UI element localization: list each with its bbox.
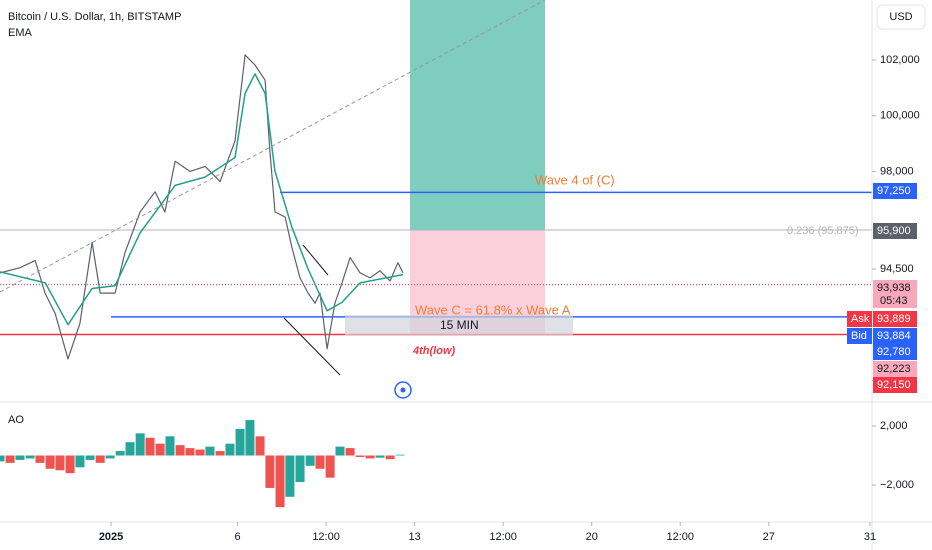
add-button-dot[interactable]	[400, 387, 406, 393]
countdown: 05:43	[880, 295, 908, 307]
ao-bar	[55, 455, 65, 471]
ao-bar	[315, 455, 325, 469]
annotation: 0.236 (95,875)	[787, 225, 859, 237]
legend-entry: EMA	[8, 27, 33, 39]
ao-title: AO	[8, 414, 24, 426]
wedge-line	[302, 244, 329, 276]
price-tag-label: 92,223	[877, 363, 911, 375]
ao-bar	[115, 451, 125, 456]
timeframe-box	[345, 315, 573, 335]
price-tag-label: 93,889	[877, 313, 911, 325]
ao-bar	[235, 428, 245, 456]
ao-bar	[275, 455, 285, 508]
annotation: 15 MIN	[440, 318, 479, 332]
price-tag	[873, 361, 917, 377]
ao-bar	[215, 451, 225, 456]
ask-label: Ask	[851, 313, 870, 325]
ao-bar	[325, 455, 335, 478]
ao-bar	[45, 455, 55, 469]
price-tag	[873, 280, 917, 308]
annotation: Wave 4 of (C)	[535, 172, 615, 187]
ao-bar	[125, 442, 135, 456]
x-tick-label: 12:00	[666, 531, 694, 543]
ao-bar	[25, 455, 35, 459]
currency-button[interactable]	[876, 4, 926, 30]
ao-bar	[65, 455, 75, 474]
x-tick-label: 27	[763, 531, 775, 543]
price-tag-label: 93,938	[877, 282, 911, 294]
price-tag-label: 95,900	[877, 225, 911, 237]
ao-bar	[375, 455, 385, 458]
ao-bar	[15, 455, 25, 460]
x-tick-label: 6	[234, 531, 240, 543]
ao-bar	[385, 455, 395, 460]
currency[interactable]: USD	[889, 11, 912, 23]
ao-bar	[395, 454, 405, 456]
ao-bar	[305, 455, 315, 466]
annotation: Wave C = 61.8% x Wave A	[415, 302, 571, 317]
ao-bar	[95, 455, 105, 463]
ao-bar	[85, 455, 95, 460]
ao-bar	[285, 455, 295, 497]
annotation: 4th(low)	[412, 345, 455, 357]
ao-bar	[75, 455, 85, 468]
x-tick-label: 13	[408, 531, 420, 543]
ao-bar	[265, 455, 275, 488]
ao-y-tick-label: 2,000	[880, 420, 908, 432]
ao-bar	[155, 443, 165, 456]
price-tag-label: 93,884	[877, 330, 911, 342]
bid-label: Bid	[851, 330, 867, 342]
price-tag-label: 92,780	[877, 346, 911, 358]
chart-title: Bitcoin / U.S. Dollar, 1h, BITSTAMP	[8, 11, 181, 23]
price-line	[0, 73, 404, 326]
price-tag	[873, 311, 917, 327]
ao-bar	[105, 455, 115, 459]
wedge-line	[283, 317, 341, 376]
x-tick-label: 12:00	[489, 531, 517, 543]
x-tick-label: 2025	[99, 531, 123, 543]
ao-bar	[135, 433, 145, 456]
ao-bar	[145, 437, 155, 456]
ao-y-tick-label: −2,000	[880, 479, 914, 491]
ao-bar	[35, 455, 45, 463]
bid-tag	[847, 328, 872, 344]
y-tick-label: 94,500	[880, 263, 914, 275]
y-tick-label: 100,000	[880, 110, 920, 122]
ao-bar	[245, 420, 255, 456]
ao-bar	[295, 455, 305, 483]
price-tag	[873, 344, 917, 360]
x-tick-label: 20	[586, 531, 598, 543]
trend-line	[0, 0, 546, 293]
ao-bar	[345, 448, 355, 456]
ao-bar	[355, 455, 365, 457]
price-tag	[873, 328, 917, 344]
ao-bar	[5, 455, 15, 463]
ao-bar	[185, 448, 195, 456]
price-tag	[873, 223, 917, 239]
price-tag-label: 92,150	[877, 379, 911, 391]
ao-bar	[225, 443, 235, 456]
price-tag	[873, 183, 917, 199]
ask-tag	[847, 311, 872, 327]
ao-bar	[335, 446, 345, 456]
y-tick-label: 98,000	[880, 165, 914, 177]
x-tick-label: 31	[864, 531, 876, 543]
price-tag-label: 97,250	[877, 185, 911, 197]
ao-bar	[365, 455, 375, 459]
price-line	[0, 54, 404, 360]
ao-bar	[0, 455, 5, 462]
ao-bar	[165, 436, 175, 456]
ao-bar	[175, 445, 185, 456]
ao-bar	[255, 436, 265, 456]
y-tick-label: 102,000	[880, 54, 920, 66]
ao-bar	[195, 449, 205, 456]
ao-bar	[205, 446, 215, 456]
price-tag	[873, 377, 917, 393]
target-zone	[410, 0, 545, 230]
x-tick-label: 12:00	[312, 531, 340, 543]
